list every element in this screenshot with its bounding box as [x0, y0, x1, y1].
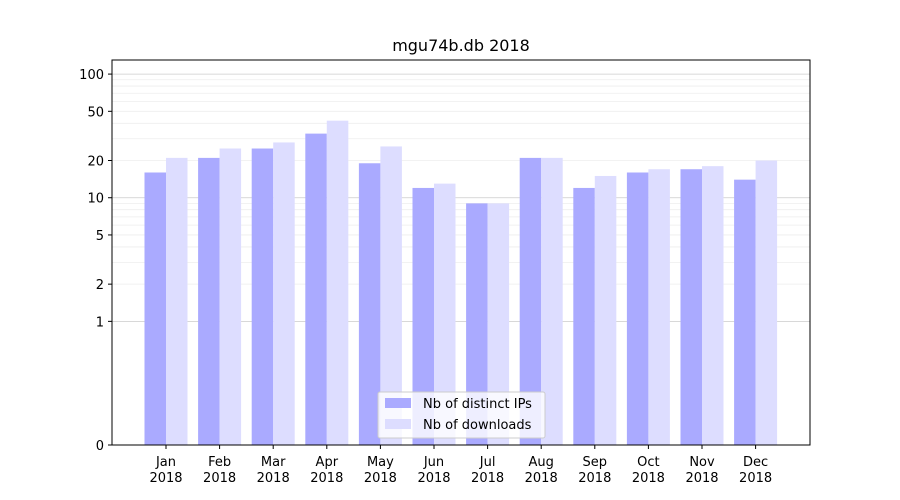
- bar-distinct-ips: [734, 179, 756, 446]
- x-tick-label-month: Apr: [316, 455, 339, 470]
- x-axis: Jan2018Feb2018Mar2018Apr2018May2018Jun20…: [149, 445, 772, 486]
- bar-distinct-ips: [626, 172, 649, 446]
- x-tick-label-month: Jun: [423, 455, 444, 470]
- bar-downloads: [755, 160, 778, 445]
- y-tick-label: 100: [79, 68, 104, 83]
- legend-swatch-ips: [385, 398, 411, 408]
- bar-distinct-ips: [680, 169, 702, 445]
- x-tick-label-month: Dec: [743, 455, 768, 470]
- x-tick-label-month: Oct: [637, 455, 659, 470]
- bar-distinct-ips: [358, 163, 381, 445]
- x-tick-label-year: 2018: [149, 471, 182, 486]
- bar-distinct-ips: [305, 133, 327, 445]
- x-tick-label-year: 2018: [739, 471, 772, 486]
- x-tick-label-month: Mar: [261, 455, 286, 470]
- bar-downloads: [702, 166, 724, 445]
- x-tick-label-month: Sep: [583, 455, 608, 470]
- x-tick-label-month: May: [367, 455, 394, 470]
- x-tick-label-year: 2018: [310, 471, 343, 486]
- legend: Nb of distinct IPs Nb of downloads: [377, 391, 546, 439]
- bar-distinct-ips: [144, 172, 166, 446]
- legend-swatch-downloads: [385, 419, 411, 429]
- x-tick-label-year: 2018: [471, 471, 504, 486]
- x-tick-label-year: 2018: [364, 471, 397, 486]
- y-tick-label: 20: [87, 155, 104, 170]
- bar-downloads: [326, 120, 349, 446]
- bar-downloads: [166, 157, 188, 446]
- y-tick-label: 50: [87, 105, 104, 120]
- bar-distinct-ips: [466, 203, 488, 445]
- x-tick-label-month: Aug: [529, 455, 554, 470]
- bar-distinct-ips: [573, 187, 595, 445]
- bar-downloads: [648, 169, 670, 445]
- x-tick-label-month: Nov: [689, 455, 715, 470]
- bars: [144, 120, 778, 446]
- bar-distinct-ips: [412, 187, 434, 445]
- y-tick-label: 1: [96, 315, 104, 330]
- legend-box: [377, 391, 546, 439]
- legend-label-downloads: Nb of downloads: [423, 418, 532, 433]
- bar-downloads: [487, 203, 510, 445]
- x-tick-label-year: 2018: [632, 471, 665, 486]
- bar-distinct-ips: [519, 157, 542, 446]
- y-tick-label: 10: [87, 192, 104, 207]
- bar-downloads: [434, 183, 456, 445]
- bar-distinct-ips: [198, 157, 220, 446]
- y-tick-label: 2: [96, 278, 104, 293]
- y-tick-label: 0: [96, 439, 104, 454]
- x-tick-label-month: Feb: [208, 455, 231, 470]
- y-axis: 0 1 2 5 10 20 50 100: [79, 68, 112, 454]
- x-tick-label-month: Jan: [155, 455, 176, 470]
- x-tick-label-year: 2018: [685, 471, 718, 486]
- y-tick-label: 5: [96, 229, 104, 244]
- bar-downloads: [219, 148, 242, 445]
- bar-downloads: [380, 146, 402, 445]
- x-tick-label-year: 2018: [578, 471, 611, 486]
- x-tick-label-year: 2018: [417, 471, 450, 486]
- x-tick-label-year: 2018: [257, 471, 290, 486]
- bar-downloads: [273, 142, 295, 445]
- x-tick-label-year: 2018: [203, 471, 236, 486]
- bar-distinct-ips: [251, 148, 274, 445]
- bar-downloads: [594, 175, 617, 445]
- x-tick-label-year: 2018: [525, 471, 558, 486]
- plot-frame: [111, 59, 811, 446]
- x-tick-label-month: Jul: [479, 455, 496, 470]
- legend-label-ips: Nb of distinct IPs: [423, 397, 532, 412]
- bar-downloads: [541, 157, 563, 446]
- chart-title: mgu74b.db 2018: [392, 36, 530, 55]
